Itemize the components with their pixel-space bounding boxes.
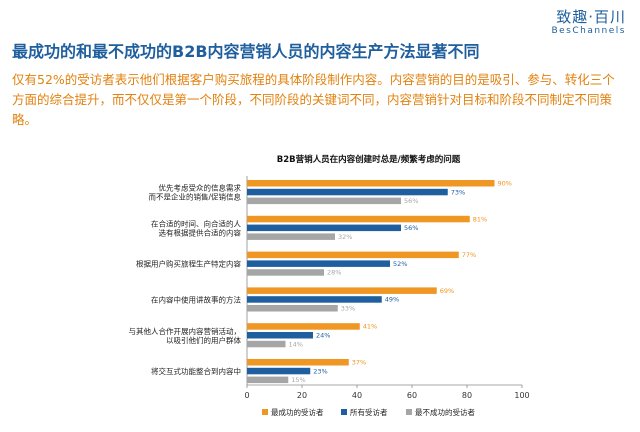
bar (247, 224, 401, 232)
bar-value-label: 23% (313, 367, 327, 375)
brand-logo: 致趣·百川 BesChannels (551, 6, 626, 36)
bar-value-label: 28% (327, 269, 341, 277)
bar (247, 215, 470, 223)
chart-title: B2B营销人员在内容创建时总是/频繁考虑的问题 (277, 154, 461, 165)
x-tick-label: 0 (244, 391, 249, 400)
x-tick-label: 60 (407, 391, 417, 400)
bar (247, 233, 335, 240)
x-tick-label: 20 (297, 391, 307, 400)
legend-label: 最不成功的受访者 (415, 407, 475, 417)
page-title: 最成功的和最不成功的B2B内容营销人员的内容生产方法显著不同 (12, 42, 480, 61)
bar-value-label: 37% (352, 359, 366, 367)
category-label: 将交互式功能整合到内容中 (151, 366, 241, 376)
category-label: 优先考虑受众的信息需求 (159, 183, 242, 193)
x-tick-label: 40 (352, 391, 362, 400)
brand-subtitle: BesChannels (551, 26, 626, 36)
bar-value-label: 52% (393, 260, 407, 268)
bar (247, 296, 382, 303)
bar (247, 197, 401, 205)
bar-value-label: 56% (404, 197, 418, 205)
bar-value-label: 41% (363, 323, 377, 331)
bar-value-label: 15% (291, 376, 305, 384)
bar-value-label: 24% (316, 332, 330, 340)
bar-value-label: 56% (404, 224, 418, 232)
bar-value-label: 77% (462, 251, 476, 259)
legend-swatch (406, 409, 412, 415)
bar-value-label: 32% (338, 233, 352, 241)
bar (247, 260, 390, 267)
category-label: 在合适的时间、向合适的人 (151, 218, 241, 228)
legend-swatch (262, 409, 268, 415)
legend-swatch (341, 409, 347, 415)
category-label: 以吸引他们的用户群体 (166, 335, 241, 345)
category-label: 选有根据提供合适的内容 (159, 227, 242, 237)
bar (247, 305, 338, 312)
bar-value-label: 49% (385, 296, 399, 304)
bar (247, 251, 459, 259)
bar (247, 287, 437, 294)
bar (247, 332, 313, 339)
category-label: 与其他人合作开展内容营销活动， (129, 326, 242, 336)
legend-label: 最成功的受访者 (271, 407, 324, 417)
bar-value-label: 81% (473, 215, 487, 223)
bar-value-label: 33% (341, 305, 355, 313)
bar (247, 376, 289, 384)
x-tick-label: 100 (514, 391, 529, 400)
bar (247, 180, 495, 187)
category-label: 根据用户购买旅程生产特定内容 (136, 259, 241, 269)
bar (247, 188, 448, 196)
bar-value-label: 90% (498, 180, 512, 188)
x-tick-label: 80 (462, 391, 472, 400)
category-label: 而不是企业的销售/促销信息 (148, 192, 241, 202)
bar-value-label: 14% (289, 340, 303, 348)
bar (247, 367, 311, 375)
category-label: 在内容中使用讲故事的方法 (151, 294, 241, 304)
legend-label: 所有受访者 (350, 407, 388, 417)
intro-paragraph: 仅有52%的受访者表示他们根据客户购买旅程的具体阶段制作内容。内容营销的目的是吸… (12, 72, 615, 127)
bar (247, 323, 360, 330)
bar-value-label: 73% (451, 188, 465, 196)
bar-value-label: 69% (440, 287, 454, 295)
bar (247, 340, 286, 348)
bar-chart: B2B营销人员在内容创建时总是/频繁考虑的问题 0 20 40 60 80 100 优先考虑受… (129, 154, 530, 417)
bar (247, 269, 324, 276)
bar (247, 359, 349, 366)
brand-name: 致趣·百川 (556, 8, 626, 26)
